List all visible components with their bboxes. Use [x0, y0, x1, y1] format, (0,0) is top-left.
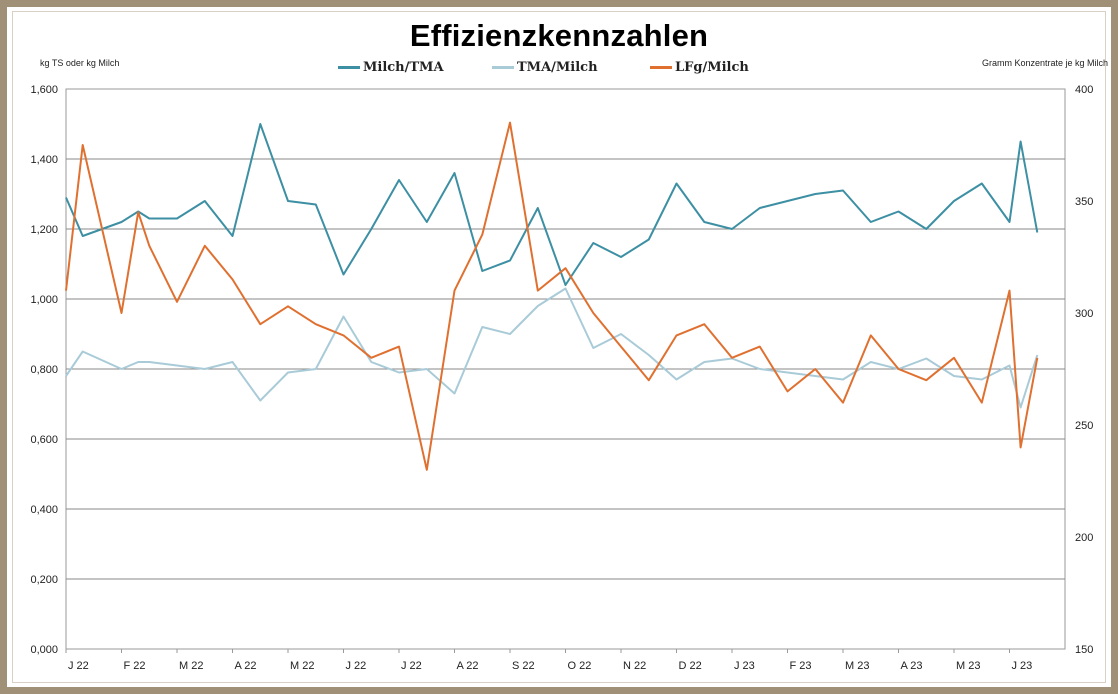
left-axis-title: kg TS oder kg Milch — [40, 58, 120, 68]
y-left-tick-label: 1,600 — [30, 84, 58, 96]
x-tick-label: F 23 — [790, 660, 812, 672]
x-tick-label: J 22 — [68, 660, 89, 672]
legend: Milch/TMA TMA/Milch LFg/Milch — [0, 60, 1118, 80]
legend-item-tma-milch: TMA/Milch — [492, 60, 598, 75]
y-right-tick-label: 300 — [1075, 308, 1093, 320]
legend-swatch-milch-tma — [338, 66, 360, 69]
x-tick-label: D 22 — [679, 660, 702, 672]
x-tick-label: M 23 — [956, 660, 980, 672]
y-left-tick-label: 0,200 — [30, 574, 58, 586]
y-right-tick-label: 250 — [1075, 420, 1093, 432]
chart-title: Effizienzkennzahlen — [409, 18, 709, 53]
x-tick-label: M 23 — [845, 660, 869, 672]
y-left-tick-label: 0,600 — [30, 434, 58, 446]
x-tick-label: A 23 — [901, 660, 923, 672]
legend-item-lfg-milch: LFg/Milch — [650, 60, 749, 75]
legend-swatch-tma-milch — [492, 66, 514, 69]
x-tick-label: J 23 — [734, 660, 755, 672]
series-line-tma-milch — [65, 287, 1039, 409]
y-left-tick-label: 0,400 — [30, 504, 58, 516]
y-right-tick-label: 350 — [1075, 196, 1093, 208]
x-tick-label: N 22 — [623, 660, 646, 672]
legend-item-milch-tma: Milch/TMA — [338, 60, 444, 75]
x-tick-label: M 22 — [179, 660, 203, 672]
x-tick-label: J 22 — [401, 660, 422, 672]
y-right-tick-label: 400 — [1075, 84, 1093, 96]
y-right-tick-label: 150 — [1075, 644, 1093, 656]
legend-swatch-lfg-milch — [650, 66, 672, 69]
x-tick-label: S 22 — [512, 660, 535, 672]
series-line-milch-tma — [65, 123, 1039, 286]
x-tick-label: J 23 — [1012, 660, 1033, 672]
y-left-tick-label: 1,200 — [30, 224, 58, 236]
x-tick-label: A 22 — [457, 660, 479, 672]
x-tick-label: J 22 — [346, 660, 367, 672]
right-axis-title: Gramm Konzentrate je kg Milch — [981, 58, 1108, 68]
y-left-tick-label: 1,000 — [30, 294, 58, 306]
legend-label-tma-milch: TMA/Milch — [517, 60, 598, 75]
x-tick-label: M 22 — [290, 660, 314, 672]
x-tick-label: O 22 — [568, 660, 592, 672]
legend-label-milch-tma: Milch/TMA — [363, 60, 444, 75]
y-left-tick-label: 1,400 — [30, 154, 58, 166]
y-right-tick-label: 200 — [1075, 532, 1093, 544]
chart-frame-inner — [12, 11, 1106, 683]
series-line-lfg-milch — [65, 121, 1039, 471]
legend-label-lfg-milch: LFg/Milch — [675, 60, 749, 75]
x-tick-label: A 22 — [235, 660, 257, 672]
y-left-tick-label: 0,800 — [30, 364, 58, 376]
y-left-tick-label: 0,000 — [30, 644, 58, 656]
x-tick-label: F 22 — [124, 660, 146, 672]
